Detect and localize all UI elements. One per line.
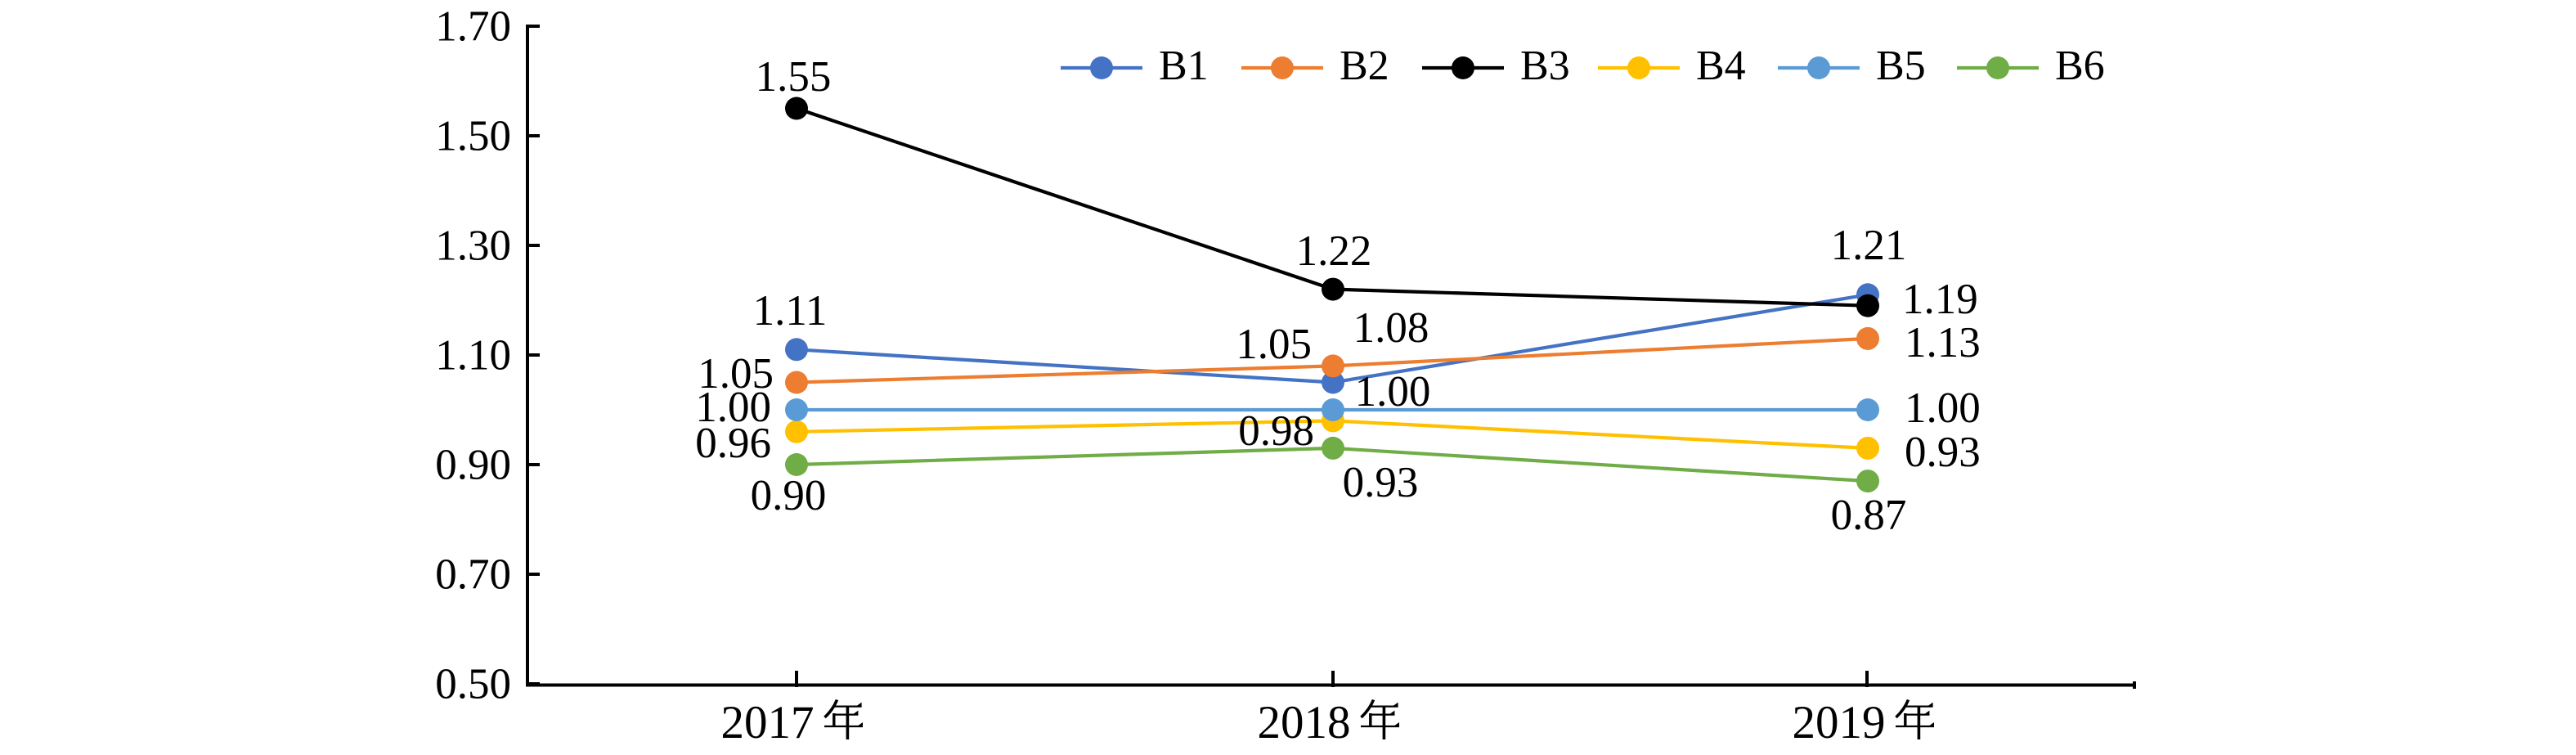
- svg-text:1.00: 1.00: [1355, 368, 1431, 416]
- svg-text:1.11: 1.11: [753, 287, 828, 335]
- svg-text:1.55: 1.55: [756, 53, 832, 101]
- svg-text:1.19: 1.19: [1902, 276, 1978, 323]
- svg-text:2018: 2018: [1258, 697, 1351, 748]
- svg-text:1.50: 1.50: [435, 113, 511, 160]
- svg-text:0.90: 0.90: [751, 472, 827, 519]
- svg-text:1.08: 1.08: [1353, 304, 1429, 352]
- svg-text:1.05: 1.05: [698, 350, 774, 398]
- svg-text:0.93: 0.93: [1905, 429, 1981, 476]
- svg-text:2017: 2017: [721, 697, 815, 748]
- svg-text:B4: B4: [1696, 43, 1746, 89]
- svg-text:0.98: 0.98: [1238, 407, 1314, 455]
- svg-text:0.87: 0.87: [1831, 492, 1907, 539]
- svg-text:B5: B5: [1876, 43, 1926, 89]
- svg-text:1.13: 1.13: [1905, 319, 1981, 366]
- svg-text:B3: B3: [1520, 43, 1570, 89]
- svg-text:0.93: 0.93: [1343, 459, 1419, 506]
- svg-text:1.10: 1.10: [435, 332, 511, 380]
- svg-text:B6: B6: [2055, 43, 2105, 89]
- svg-text:B1: B1: [1159, 43, 1209, 89]
- svg-text:1.30: 1.30: [435, 222, 511, 270]
- svg-text:0.96: 0.96: [695, 420, 771, 467]
- svg-text:1.00: 1.00: [695, 384, 771, 431]
- svg-text:0.70: 0.70: [435, 551, 511, 599]
- svg-text:1.21: 1.21: [1831, 222, 1907, 269]
- svg-text:1.22: 1.22: [1296, 227, 1372, 275]
- svg-text:0.90: 0.90: [435, 442, 511, 489]
- svg-text:1.00: 1.00: [1905, 384, 1981, 432]
- svg-text:B2: B2: [1340, 43, 1389, 89]
- svg-text:0.50: 0.50: [435, 661, 511, 708]
- svg-text:1.05: 1.05: [1236, 321, 1312, 368]
- svg-text:2019: 2019: [1793, 697, 1886, 748]
- svg-text:1.70: 1.70: [435, 3, 511, 51]
